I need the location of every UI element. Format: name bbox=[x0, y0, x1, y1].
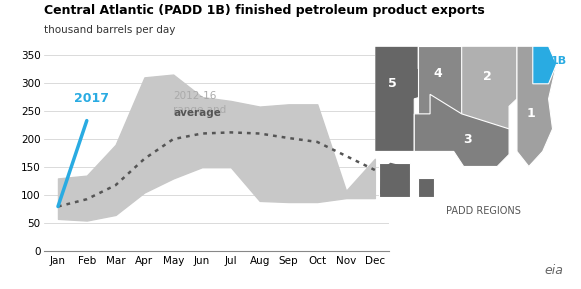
Text: 1B: 1B bbox=[550, 56, 566, 66]
Text: 1: 1 bbox=[526, 108, 535, 120]
Text: 4: 4 bbox=[433, 67, 442, 80]
Polygon shape bbox=[418, 179, 434, 197]
Polygon shape bbox=[414, 94, 509, 166]
Text: average: average bbox=[173, 108, 221, 118]
Polygon shape bbox=[418, 46, 462, 114]
Text: PADD REGIONS: PADD REGIONS bbox=[446, 205, 521, 216]
Polygon shape bbox=[381, 164, 406, 194]
Text: 3: 3 bbox=[463, 133, 472, 146]
Polygon shape bbox=[462, 46, 517, 129]
Polygon shape bbox=[375, 46, 430, 151]
Text: thousand barrels per day: thousand barrels per day bbox=[44, 25, 175, 35]
Polygon shape bbox=[379, 164, 410, 197]
Polygon shape bbox=[517, 46, 557, 166]
Text: 2017: 2017 bbox=[74, 92, 109, 105]
Text: 2012-16
range and: 2012-16 range and bbox=[173, 91, 227, 115]
Text: Central Atlantic (PADD 1B) finished petroleum product exports: Central Atlantic (PADD 1B) finished petr… bbox=[44, 4, 485, 17]
Text: 5: 5 bbox=[388, 77, 397, 90]
Text: eia: eia bbox=[545, 264, 564, 277]
Text: 2: 2 bbox=[483, 70, 492, 83]
Polygon shape bbox=[533, 46, 557, 84]
